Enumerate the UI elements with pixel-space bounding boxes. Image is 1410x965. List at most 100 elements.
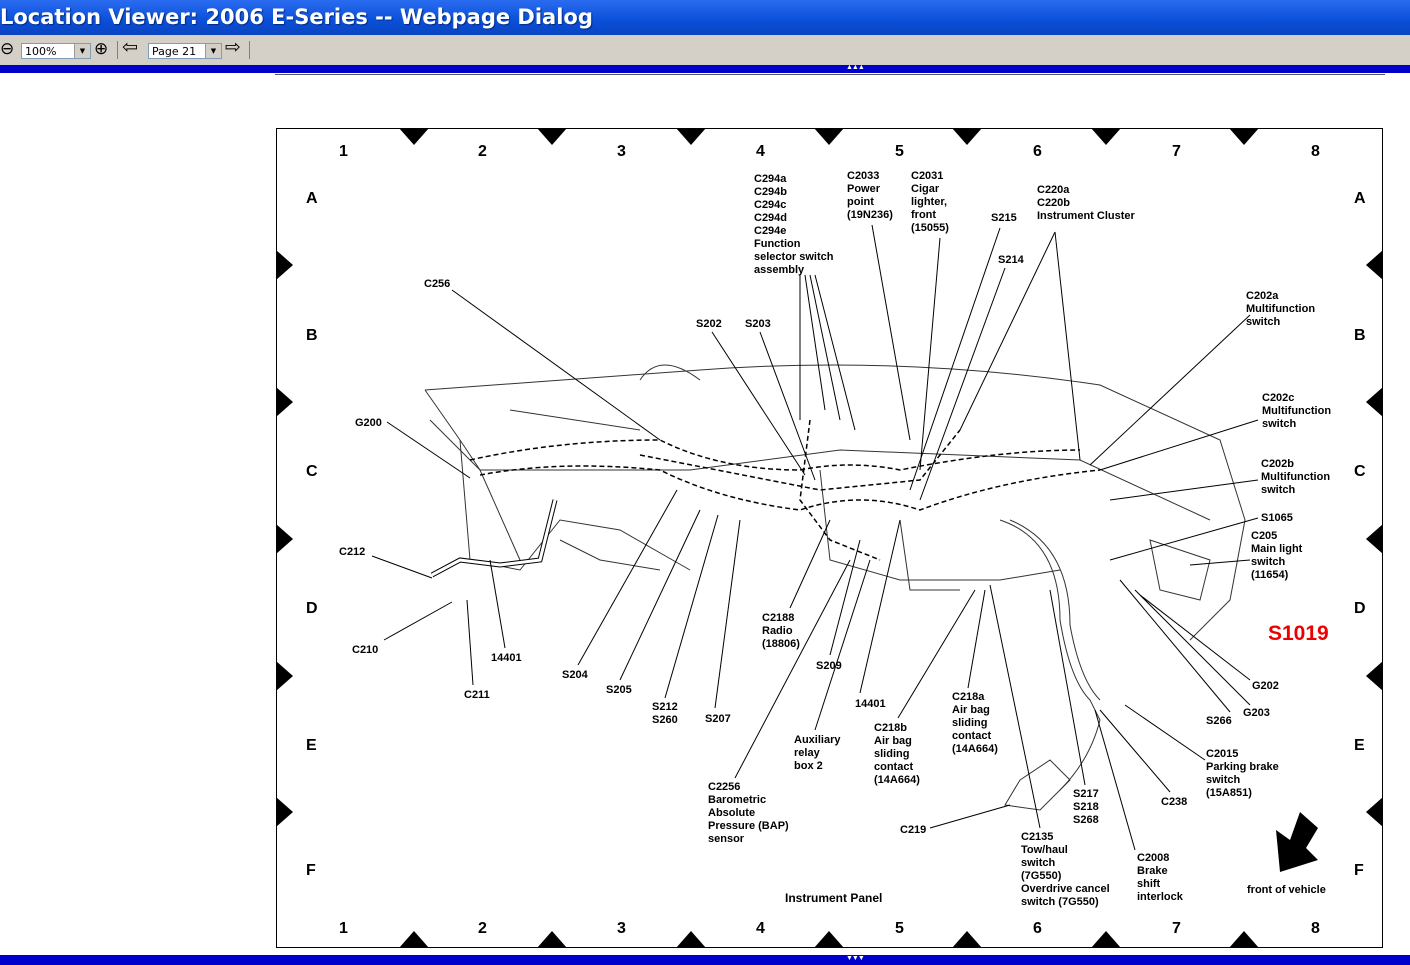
row-label: B bbox=[1354, 327, 1366, 344]
component-label: S203 bbox=[745, 318, 771, 330]
leader-line bbox=[909, 227, 1001, 491]
component-label: Auxiliary relay box 2 bbox=[794, 734, 841, 772]
next-page-icon[interactable]: ⇨ bbox=[225, 36, 241, 58]
column-label: 1 bbox=[339, 143, 348, 160]
component-label: C205 Main light switch (11654) bbox=[1251, 530, 1303, 581]
component-label: C256 bbox=[424, 278, 451, 290]
zoom-in-icon[interactable]: ⊕ bbox=[94, 39, 109, 59]
component-label: C220a C220b Instrument Cluster bbox=[1037, 184, 1135, 222]
leader-line bbox=[714, 519, 741, 709]
wiring-harness bbox=[639, 429, 961, 491]
title-bar: Location Viewer: 2006 E-Series -- Webpag… bbox=[0, 0, 1410, 35]
leader-line bbox=[759, 331, 816, 481]
column-label: 5 bbox=[895, 143, 904, 160]
dashboard-outline bbox=[559, 539, 661, 571]
column-label: 2 bbox=[478, 143, 487, 160]
grid-marker bbox=[276, 524, 293, 554]
highlight-label-s1019: S1019 bbox=[1268, 622, 1329, 645]
grid-marker bbox=[1229, 128, 1259, 145]
splitter-top[interactable]: ▲▲▲ bbox=[0, 64, 1410, 73]
previous-page-icon[interactable]: ⇦ bbox=[122, 36, 138, 58]
chevron-down-icon[interactable]: ▼ bbox=[74, 44, 90, 58]
column-label: 3 bbox=[617, 920, 626, 937]
leader-line bbox=[466, 599, 474, 686]
component-label: S209 bbox=[816, 660, 842, 672]
component-label: S202 bbox=[696, 318, 722, 330]
column-label: 7 bbox=[1172, 920, 1181, 937]
grid-marker bbox=[399, 128, 429, 145]
leader-line bbox=[859, 519, 901, 694]
component-label: C211 bbox=[464, 689, 490, 701]
leader-line bbox=[1139, 594, 1251, 681]
wiring-harness bbox=[469, 439, 1081, 471]
leader-line bbox=[1089, 314, 1251, 466]
leader-line bbox=[1119, 579, 1231, 713]
leader-line bbox=[711, 331, 806, 476]
row-label: E bbox=[1354, 737, 1365, 754]
grid-marker bbox=[814, 128, 844, 145]
component-label: C238 bbox=[1161, 796, 1188, 808]
leader-line bbox=[383, 601, 453, 641]
row-label: F bbox=[1354, 862, 1364, 879]
component-label: C219 bbox=[900, 824, 927, 836]
dashboard-outline bbox=[459, 439, 691, 571]
leader-line bbox=[734, 559, 851, 779]
row-label: F bbox=[306, 862, 316, 879]
component-label: G200 bbox=[355, 417, 382, 429]
leader-line bbox=[814, 274, 856, 431]
chevron-down-icon[interactable]: ▼ bbox=[205, 44, 221, 58]
dashboard-outline bbox=[819, 469, 1061, 581]
dashboard-outline bbox=[429, 419, 521, 561]
dashboard-outline bbox=[899, 519, 960, 591]
component-label: G202 bbox=[1252, 680, 1279, 692]
zoom-select[interactable]: 100% ▼ bbox=[21, 43, 91, 59]
grid-marker bbox=[276, 387, 293, 417]
leader-line bbox=[919, 267, 1006, 501]
grip-icon[interactable]: ▼▼▼ bbox=[846, 955, 865, 962]
zoom-out-icon[interactable]: ⊖ bbox=[0, 39, 15, 59]
grid-marker bbox=[1091, 931, 1121, 948]
leader-line bbox=[1189, 559, 1251, 566]
grid-marker bbox=[1091, 128, 1121, 145]
dashboard-outline bbox=[424, 364, 1246, 641]
component-label: C202a Multifunction switch bbox=[1246, 290, 1316, 328]
leader-line bbox=[809, 274, 841, 421]
component-label: C2256 Barometric Absolute Pressure (BAP)… bbox=[708, 781, 789, 845]
window-title: Location Viewer: 2006 E-Series -- Webpag… bbox=[0, 5, 593, 29]
leader-line bbox=[386, 421, 471, 479]
row-label: E bbox=[306, 737, 317, 754]
leader-line bbox=[959, 231, 1056, 431]
row-label: D bbox=[306, 600, 318, 617]
leader-line bbox=[871, 224, 911, 441]
component-label: S217 S218 S268 bbox=[1073, 788, 1099, 826]
splitter-bottom[interactable]: ▼▼▼ bbox=[0, 955, 1410, 965]
component-label: C294a C294b C294c C294d C294e Function s… bbox=[754, 173, 834, 276]
component-label: G203 bbox=[1243, 707, 1270, 719]
grid-marker bbox=[1366, 797, 1383, 827]
grid-marker bbox=[537, 931, 567, 948]
row-label: A bbox=[306, 190, 318, 207]
zoom-value: 100% bbox=[25, 45, 57, 58]
divider bbox=[275, 74, 1385, 75]
leader-line bbox=[967, 589, 986, 689]
page-value: Page 21 bbox=[152, 45, 197, 58]
separator bbox=[117, 41, 118, 59]
page-select[interactable]: Page 21 ▼ bbox=[148, 43, 222, 59]
column-label: 5 bbox=[895, 920, 904, 937]
diagram-title: Instrument Panel bbox=[785, 891, 883, 905]
component-label: C212 bbox=[339, 546, 366, 558]
wiring-harness bbox=[799, 419, 881, 561]
column-label: 4 bbox=[756, 920, 765, 937]
grid-marker bbox=[1229, 931, 1259, 948]
leader-line bbox=[919, 237, 941, 471]
component-label: S214 bbox=[998, 254, 1024, 266]
leader-line bbox=[451, 289, 661, 441]
grid-marker bbox=[676, 128, 706, 145]
grip-icon[interactable]: ▲▲▲ bbox=[846, 64, 865, 71]
column-label: 1 bbox=[339, 920, 348, 937]
dashboard-outline bbox=[1149, 539, 1211, 601]
component-label: S205 bbox=[606, 684, 632, 696]
grid-marker bbox=[276, 661, 293, 691]
front-of-vehicle-label: front of vehicle bbox=[1247, 884, 1326, 896]
